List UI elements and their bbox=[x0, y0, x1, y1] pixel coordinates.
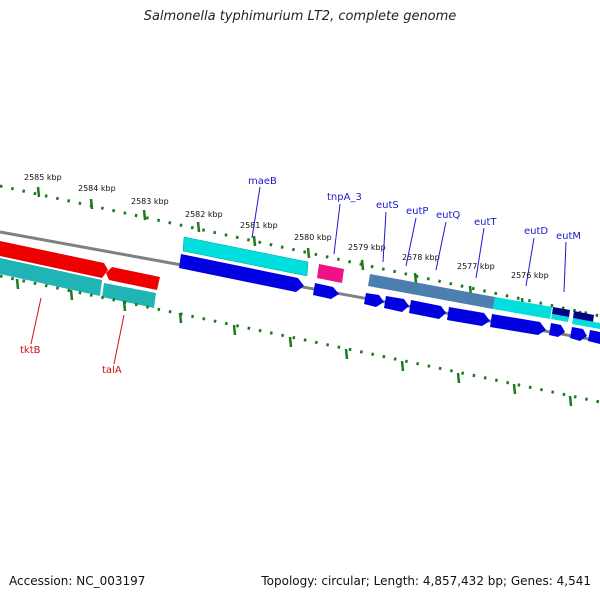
ruler-major-tick bbox=[36, 186, 41, 198]
inner-ruler-dots bbox=[0, 274, 600, 404]
gene-label-maeB[interactable]: maeB bbox=[248, 176, 277, 187]
feature-tktB-teal[interactable] bbox=[0, 258, 102, 296]
kbp-label: 2580 kbp bbox=[294, 233, 332, 242]
gene-label-eutS[interactable]: eutS bbox=[376, 200, 399, 211]
inner-major-tick bbox=[456, 372, 461, 384]
leader-maeB bbox=[251, 186, 261, 239]
kbp-label: 2581 kbp bbox=[240, 221, 278, 230]
leader-eutM bbox=[563, 241, 567, 293]
feature-talA-teal[interactable] bbox=[102, 283, 156, 308]
inner-major-tick bbox=[568, 395, 573, 407]
cds-arrows bbox=[179, 254, 600, 344]
inner-major-tick bbox=[344, 348, 349, 360]
gene-label-eutD[interactable]: eutD bbox=[524, 226, 548, 237]
feature-eutM-cyan bbox=[551, 314, 569, 322]
leader-tktB bbox=[30, 297, 42, 345]
cds-eutT-arrow[interactable] bbox=[447, 307, 490, 326]
feature-tnpA-pink[interactable] bbox=[317, 264, 344, 283]
feature-eut-cyan-2 bbox=[572, 318, 600, 329]
inner-major-tick bbox=[178, 312, 183, 324]
feature-eutM-navy[interactable] bbox=[552, 307, 570, 317]
cds-eut-arrow-2[interactable] bbox=[570, 327, 587, 341]
genome-title: Salmonella typhimurium LT2, complete gen… bbox=[143, 9, 457, 24]
cds-eutQ-arrow[interactable] bbox=[409, 300, 446, 319]
ruler-labels: 2585 kbp 2584 kbp 2583 kbp 2582 kbp 2581… bbox=[24, 173, 549, 280]
gene-label-tnpA_3[interactable]: tnpA_3 bbox=[327, 192, 362, 203]
cds-eutS-arrow[interactable] bbox=[364, 293, 384, 307]
leader-eutS bbox=[382, 211, 387, 263]
inner-major-tick bbox=[232, 324, 237, 336]
cds-eutP-arrow[interactable] bbox=[384, 296, 409, 312]
inner-major-tick bbox=[15, 278, 20, 290]
kbp-label: 2577 kbp bbox=[457, 262, 495, 271]
inner-major-tick bbox=[288, 336, 293, 348]
ruler-major-tick bbox=[413, 272, 418, 284]
label-leaders bbox=[251, 186, 567, 293]
reverse-features bbox=[0, 241, 160, 308]
leader-eutQ bbox=[435, 221, 447, 271]
ruler-major-tick bbox=[89, 198, 94, 210]
inner-major-tick bbox=[122, 300, 127, 312]
feature-talA-red[interactable] bbox=[106, 267, 160, 290]
leader-tnpA_3 bbox=[333, 203, 341, 255]
kbp-label: 2582 kbp bbox=[185, 210, 223, 219]
kbp-label: 2584 kbp bbox=[78, 184, 116, 193]
gene-label-eutP[interactable]: eutP bbox=[406, 206, 428, 217]
cds-tnpA-arrow[interactable] bbox=[313, 283, 339, 299]
gene-label-eutQ[interactable]: eutQ bbox=[436, 210, 460, 221]
leader-eutD bbox=[525, 237, 535, 287]
inner-ruler bbox=[0, 274, 600, 407]
label-leaders-reverse bbox=[30, 297, 125, 365]
gene-label-eutM[interactable]: eutM bbox=[556, 231, 581, 242]
gene-labels: maeB tnpA_3 eutS eutP eutQ eutT eutD eut… bbox=[20, 176, 581, 376]
leader-eutT bbox=[475, 227, 485, 279]
ruler-major-tick bbox=[252, 235, 257, 247]
ruler-major-tick bbox=[142, 209, 147, 221]
leader-eutP bbox=[405, 217, 417, 267]
feature-eut-steel[interactable] bbox=[368, 274, 495, 309]
kbp-label: 2576 kbp bbox=[511, 271, 549, 280]
inner-major-tick bbox=[69, 289, 74, 301]
feature-tktB-red[interactable] bbox=[0, 241, 108, 278]
inner-major-tick bbox=[512, 383, 517, 395]
ruler-major-tick bbox=[196, 221, 201, 233]
leader-talA bbox=[113, 314, 125, 365]
forward-features bbox=[182, 236, 600, 329]
feature-maeB-cyan[interactable] bbox=[182, 236, 309, 277]
feature-eut-navy-2[interactable] bbox=[573, 311, 594, 322]
kbp-label: 2583 kbp bbox=[131, 197, 169, 206]
gene-label-talA[interactable]: talA bbox=[102, 365, 122, 376]
cds-eut-arrow-3[interactable] bbox=[588, 330, 600, 344]
accession-text: Accession: NC_003197 bbox=[9, 574, 146, 588]
ruler-major-tick bbox=[306, 247, 311, 259]
cds-eutM-arrow[interactable] bbox=[549, 323, 565, 337]
cds-eutD-arrow[interactable] bbox=[490, 314, 546, 335]
ruler-major-tick bbox=[360, 259, 365, 271]
kbp-label: 2585 kbp bbox=[24, 173, 62, 182]
inner-major-tick bbox=[400, 360, 405, 372]
cds-maeB-arrow[interactable] bbox=[179, 254, 304, 292]
genome-summary-text: Topology: circular; Length: 4,857,432 bp… bbox=[261, 574, 591, 588]
outer-ruler-dots bbox=[0, 184, 600, 318]
gene-label-eutT[interactable]: eutT bbox=[474, 217, 497, 228]
feature-eut-cyan[interactable] bbox=[493, 297, 552, 319]
kbp-label: 2578 kbp bbox=[402, 253, 440, 262]
kbp-label: 2579 kbp bbox=[348, 243, 386, 252]
inner-ruler-ticks bbox=[15, 278, 573, 407]
gene-label-tktB[interactable]: tktB bbox=[20, 345, 41, 356]
